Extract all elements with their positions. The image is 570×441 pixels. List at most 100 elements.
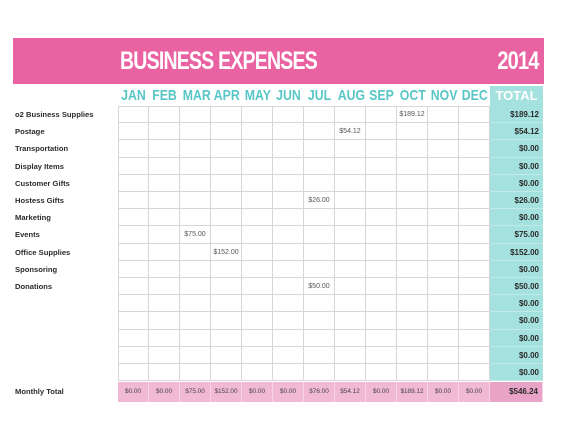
expense-cell[interactable] bbox=[428, 295, 459, 313]
expense-cell[interactable] bbox=[180, 312, 211, 330]
expense-cell[interactable] bbox=[428, 123, 459, 141]
expense-cell[interactable] bbox=[242, 192, 273, 210]
expense-cell[interactable] bbox=[397, 226, 428, 244]
expense-cell[interactable] bbox=[242, 123, 273, 141]
expense-cell[interactable] bbox=[366, 174, 397, 192]
expense-cell[interactable] bbox=[273, 260, 304, 278]
expense-cell[interactable] bbox=[397, 174, 428, 192]
expense-cell[interactable] bbox=[149, 346, 180, 364]
expense-cell[interactable] bbox=[304, 295, 335, 313]
expense-cell[interactable] bbox=[211, 260, 242, 278]
expense-cell[interactable] bbox=[149, 226, 180, 244]
expense-cell[interactable] bbox=[366, 346, 397, 364]
expense-cell[interactable] bbox=[242, 226, 273, 244]
expense-cell[interactable] bbox=[273, 243, 304, 261]
expense-cell[interactable] bbox=[428, 192, 459, 210]
expense-cell[interactable] bbox=[397, 364, 428, 382]
expense-cell[interactable] bbox=[273, 123, 304, 141]
expense-cell[interactable] bbox=[149, 157, 180, 175]
expense-cell[interactable] bbox=[366, 364, 397, 382]
expense-cell[interactable] bbox=[118, 278, 149, 296]
expense-cell[interactable] bbox=[180, 243, 211, 261]
expense-cell[interactable] bbox=[180, 174, 211, 192]
expense-cell[interactable] bbox=[118, 123, 149, 141]
expense-cell[interactable] bbox=[304, 312, 335, 330]
expense-cell[interactable] bbox=[149, 123, 180, 141]
expense-cell[interactable] bbox=[118, 106, 149, 124]
expense-cell[interactable] bbox=[304, 209, 335, 227]
expense-cell[interactable] bbox=[304, 260, 335, 278]
expense-cell[interactable] bbox=[180, 106, 211, 124]
expense-cell[interactable] bbox=[335, 192, 366, 210]
expense-cell[interactable] bbox=[304, 174, 335, 192]
expense-cell[interactable] bbox=[149, 106, 180, 124]
expense-cell[interactable] bbox=[149, 364, 180, 382]
expense-cell[interactable] bbox=[397, 312, 428, 330]
expense-cell[interactable] bbox=[335, 346, 366, 364]
expense-cell[interactable] bbox=[149, 312, 180, 330]
expense-cell[interactable] bbox=[335, 226, 366, 244]
expense-cell[interactable] bbox=[366, 157, 397, 175]
expense-cell[interactable] bbox=[242, 295, 273, 313]
expense-cell[interactable] bbox=[428, 106, 459, 124]
expense-cell[interactable] bbox=[180, 295, 211, 313]
expense-cell[interactable] bbox=[118, 140, 149, 158]
expense-cell[interactable] bbox=[180, 157, 211, 175]
expense-cell[interactable] bbox=[180, 192, 211, 210]
expense-cell[interactable] bbox=[242, 329, 273, 347]
expense-cell[interactable] bbox=[428, 243, 459, 261]
expense-cell[interactable]: $189.12 bbox=[397, 106, 428, 124]
expense-cell[interactable] bbox=[304, 243, 335, 261]
expense-cell[interactable] bbox=[428, 226, 459, 244]
expense-cell[interactable] bbox=[118, 312, 149, 330]
expense-cell[interactable] bbox=[304, 140, 335, 158]
expense-cell[interactable] bbox=[397, 123, 428, 141]
expense-cell[interactable] bbox=[273, 346, 304, 364]
expense-cell[interactable] bbox=[273, 174, 304, 192]
expense-cell[interactable] bbox=[149, 278, 180, 296]
expense-cell[interactable] bbox=[459, 123, 490, 141]
expense-cell[interactable] bbox=[304, 226, 335, 244]
expense-cell[interactable] bbox=[304, 346, 335, 364]
expense-cell[interactable] bbox=[242, 157, 273, 175]
expense-cell[interactable] bbox=[459, 295, 490, 313]
expense-cell[interactable]: $152.00 bbox=[211, 243, 242, 261]
expense-cell[interactable]: $75.00 bbox=[180, 226, 211, 244]
expense-cell[interactable] bbox=[118, 209, 149, 227]
expense-cell[interactable] bbox=[459, 106, 490, 124]
expense-cell[interactable] bbox=[211, 106, 242, 124]
expense-cell[interactable] bbox=[273, 140, 304, 158]
expense-cell[interactable] bbox=[459, 226, 490, 244]
expense-cell[interactable] bbox=[397, 209, 428, 227]
expense-cell[interactable] bbox=[273, 192, 304, 210]
expense-cell[interactable] bbox=[366, 295, 397, 313]
expense-cell[interactable] bbox=[397, 329, 428, 347]
expense-cell[interactable] bbox=[118, 226, 149, 244]
expense-cell[interactable] bbox=[180, 278, 211, 296]
expense-cell[interactable] bbox=[459, 140, 490, 158]
expense-cell[interactable] bbox=[273, 329, 304, 347]
expense-cell[interactable] bbox=[459, 157, 490, 175]
expense-cell[interactable] bbox=[118, 295, 149, 313]
expense-cell[interactable] bbox=[149, 260, 180, 278]
expense-cell[interactable] bbox=[118, 260, 149, 278]
expense-cell[interactable] bbox=[366, 192, 397, 210]
expense-cell[interactable] bbox=[366, 226, 397, 244]
expense-cell[interactable] bbox=[428, 140, 459, 158]
expense-cell[interactable] bbox=[459, 312, 490, 330]
expense-cell[interactable] bbox=[149, 329, 180, 347]
expense-cell[interactable] bbox=[118, 192, 149, 210]
expense-cell[interactable] bbox=[428, 157, 459, 175]
expense-cell[interactable] bbox=[459, 243, 490, 261]
expense-cell[interactable] bbox=[335, 157, 366, 175]
expense-cell[interactable] bbox=[366, 312, 397, 330]
expense-cell[interactable] bbox=[397, 243, 428, 261]
expense-cell[interactable] bbox=[211, 278, 242, 296]
expense-cell[interactable] bbox=[180, 329, 211, 347]
expense-cell[interactable] bbox=[211, 364, 242, 382]
expense-cell[interactable] bbox=[273, 278, 304, 296]
expense-cell[interactable] bbox=[335, 140, 366, 158]
expense-cell[interactable] bbox=[273, 209, 304, 227]
expense-cell[interactable] bbox=[149, 295, 180, 313]
expense-cell[interactable] bbox=[180, 123, 211, 141]
